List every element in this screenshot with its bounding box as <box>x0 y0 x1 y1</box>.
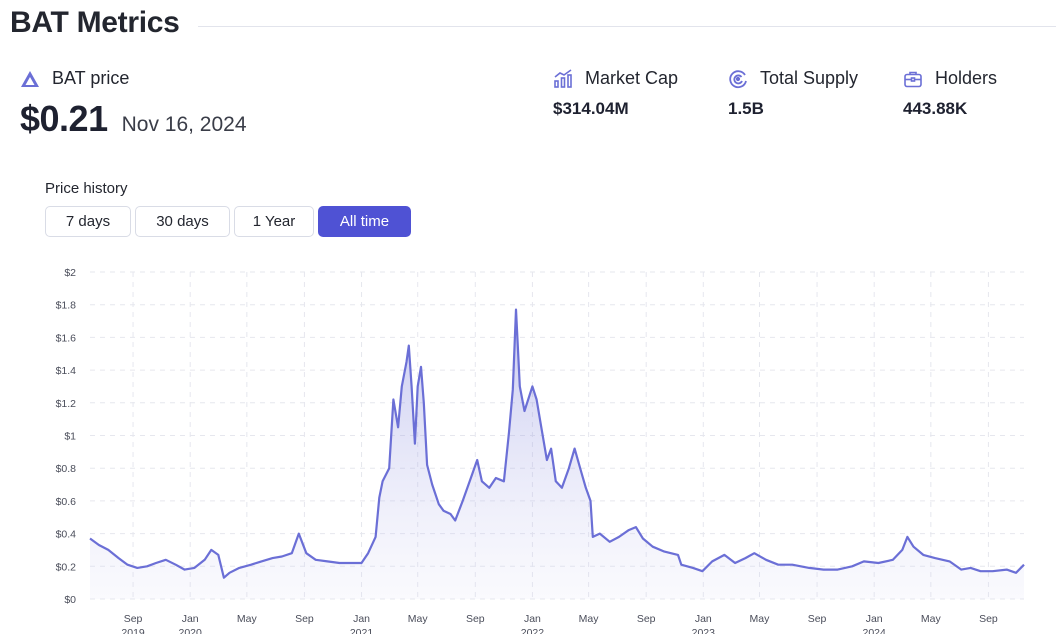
price-label: BAT price <box>52 68 130 88</box>
range-tabs: 7 days 30 days 1 Year All time <box>45 206 415 237</box>
y-tick-label: $0 <box>64 594 76 606</box>
y-tick-label: $2 <box>64 267 76 279</box>
market-cap-label: Market Cap <box>585 68 679 88</box>
y-tick-label: $0.4 <box>56 529 77 541</box>
metric-holders: Holders 443.88K <box>903 68 997 119</box>
x-tick-year-label: 2020 <box>179 627 203 634</box>
price-history-chart: $0 $0.2 $0.4 $0.6 $0.8 $1 $1.2 $1.4 $1.6 $1.8 $2 Se… <box>56 267 1025 634</box>
x-tick-year-label: 2023 <box>692 627 716 634</box>
price-date: Nov 16, 2024 <box>121 113 247 136</box>
x-tick-label: Jan <box>353 613 370 625</box>
x-tick-label: Jan <box>524 613 541 625</box>
x-tick-label: May <box>408 613 429 625</box>
y-tick-label: $1 <box>64 431 76 443</box>
supply-gauge-icon <box>728 69 748 89</box>
x-tick-label: Sep <box>979 613 998 625</box>
y-tick-label: $0.8 <box>56 463 77 475</box>
x-tick-year-label: 2021 <box>350 627 374 634</box>
series-line <box>89 308 1025 579</box>
x-tick-year-label: 2024 <box>863 627 887 634</box>
series-area <box>90 309 1024 599</box>
total-supply-value: 1.5B <box>728 99 764 118</box>
x-tick-label: Sep <box>808 613 827 625</box>
price-header: BAT price <box>20 68 129 89</box>
y-tick-label: $1.6 <box>56 332 77 344</box>
x-tick-label: May <box>237 613 258 625</box>
market-cap-value: $314.04M <box>553 99 629 118</box>
y-tick-label: $0.6 <box>56 496 77 508</box>
metric-market-cap: Market Cap $314.04M <box>553 68 678 119</box>
x-tick-label: Jan <box>182 613 199 625</box>
range-tab-1-year[interactable]: 1 Year <box>234 206 314 237</box>
price-history-label: Price history <box>45 180 128 197</box>
title-divider <box>198 26 1056 27</box>
page-title: BAT Metrics <box>10 6 180 39</box>
y-tick-label: $1.4 <box>56 365 77 377</box>
x-tick-label: Sep <box>637 613 656 625</box>
x-tick-year-label: 2022 <box>521 627 545 634</box>
holders-label: Holders <box>935 68 998 88</box>
x-tick-label: May <box>921 613 942 625</box>
x-tick-label: Sep <box>466 613 485 625</box>
x-tick-label: Jan <box>866 613 883 625</box>
range-tab-all-time[interactable]: All time <box>318 206 411 237</box>
x-tick-label: Jan <box>695 613 712 625</box>
range-tab-30-days[interactable]: 30 days <box>135 206 230 237</box>
holders-value: 443.88K <box>903 99 968 118</box>
price-value: $0.21 <box>20 98 108 139</box>
x-tick-label: May <box>579 613 600 625</box>
x-tick-label: May <box>750 613 771 625</box>
briefcase-icon <box>903 69 923 89</box>
price-row: $0.21 Nov 16, 2024 <box>20 98 247 140</box>
x-tick-label: Sep <box>295 613 314 625</box>
y-tick-label: $1.8 <box>56 300 77 312</box>
chart-bars-icon <box>553 68 573 89</box>
y-tick-label: $0.2 <box>56 561 77 573</box>
metric-total-supply: Total Supply 1.5B <box>728 68 858 119</box>
bat-logo-icon <box>20 69 40 89</box>
x-tick-label: Sep <box>124 613 143 625</box>
y-tick-label: $1.2 <box>56 398 77 410</box>
x-tick-year-label: 2019 <box>121 627 145 634</box>
total-supply-label: Total Supply <box>760 68 859 88</box>
range-tab-7-days[interactable]: 7 days <box>45 206 131 237</box>
